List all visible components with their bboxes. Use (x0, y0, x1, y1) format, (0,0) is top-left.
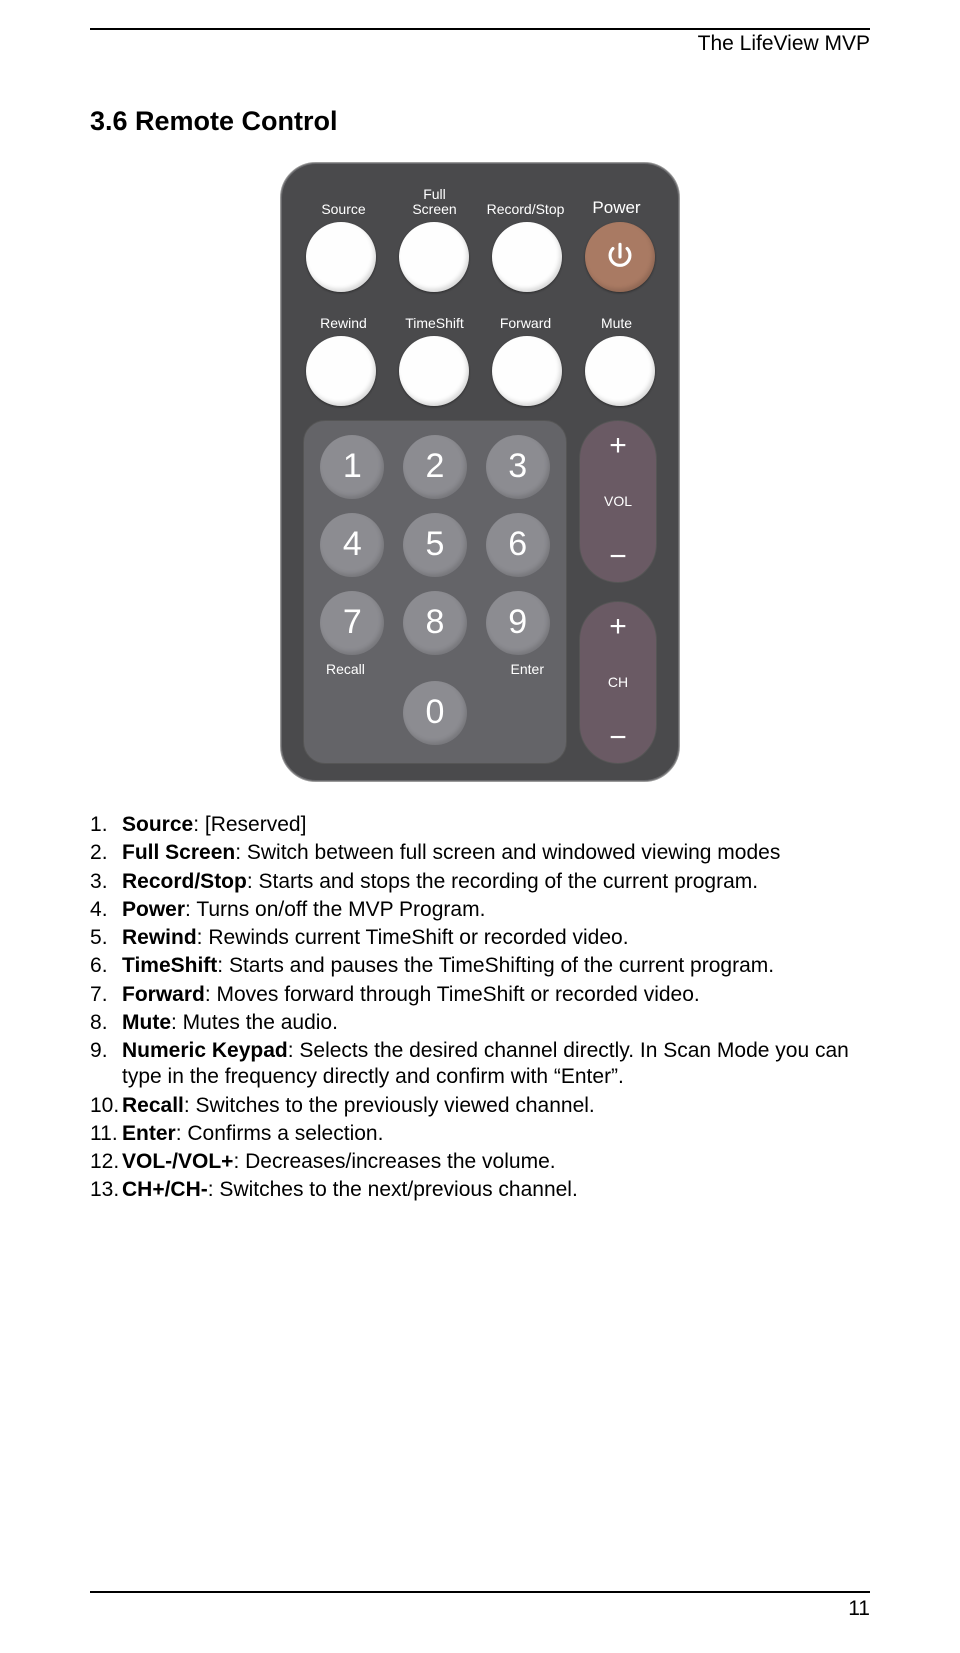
fullscreen-button[interactable] (399, 222, 469, 292)
vol-minus-button[interactable]: − (609, 542, 627, 572)
recall-label: Recall (326, 661, 365, 677)
remote-figure: Source Full Screen Record/Stop Power Rew (90, 162, 870, 782)
num-7[interactable]: 7 (320, 591, 384, 655)
num-4[interactable]: 4 (320, 513, 384, 577)
label-forward: Forward (485, 302, 566, 332)
page-number: 11 (90, 1597, 870, 1621)
label-mute: Mute (576, 302, 657, 332)
num-6[interactable]: 6 (486, 513, 550, 577)
description-list: Source: [Reserved] Full Screen: Switch b… (90, 812, 870, 1204)
timeshift-button[interactable] (399, 336, 469, 406)
header-title: The LifeView MVP (90, 32, 870, 56)
ch-pill: + CH − (579, 601, 657, 764)
rewind-button[interactable] (306, 336, 376, 406)
power-button[interactable] (585, 222, 655, 292)
list-item: VOL-/VOL+: Decreases/increases the volum… (122, 1149, 870, 1175)
list-item: Forward: Moves forward through TimeShift… (122, 982, 870, 1008)
page: The LifeView MVP 3.6 Remote Control Sour… (0, 0, 960, 1653)
num-grid: 1 2 3 4 5 6 7 8 9 (318, 435, 552, 655)
header-rule (90, 28, 870, 30)
mute-button[interactable] (585, 336, 655, 406)
list-item: Power: Turns on/off the MVP Program. (122, 897, 870, 923)
vol-plus-button[interactable]: + (609, 431, 627, 461)
list-item: Mute: Mutes the audio. (122, 1010, 870, 1036)
num-8[interactable]: 8 (403, 591, 467, 655)
vol-label: VOL (604, 493, 632, 509)
row2-buttons (303, 336, 657, 406)
list-item: Enter: Confirms a selection. (122, 1121, 870, 1147)
num-3[interactable]: 3 (486, 435, 550, 499)
keypad-area: 1 2 3 4 5 6 7 8 9 Recall Enter (303, 420, 657, 764)
footer-rule (90, 1591, 870, 1593)
forward-button[interactable] (492, 336, 562, 406)
ch-plus-button[interactable]: + (609, 612, 627, 642)
num-label-row: Recall Enter (318, 661, 552, 677)
section-heading: 3.6 Remote Control (90, 106, 870, 137)
ch-minus-button[interactable]: − (609, 723, 627, 753)
source-button[interactable] (306, 222, 376, 292)
list-item: Source: [Reserved] (122, 812, 870, 838)
label-fullscreen: Full Screen (394, 187, 475, 218)
list-item: TimeShift: Starts and pauses the TimeShi… (122, 953, 870, 979)
label-timeshift: TimeShift (394, 302, 475, 332)
num-bottom: 0 (318, 681, 552, 745)
num-9[interactable]: 9 (486, 591, 550, 655)
label-power: Power (576, 187, 657, 218)
footer: 11 (90, 1591, 870, 1621)
vol-pill: + VOL − (579, 420, 657, 583)
num-0[interactable]: 0 (403, 681, 467, 745)
num-1[interactable]: 1 (320, 435, 384, 499)
list-item: Record/Stop: Starts and stops the record… (122, 869, 870, 895)
side-column: + VOL − + CH − (579, 420, 657, 764)
list-item: Recall: Switches to the previously viewe… (122, 1093, 870, 1119)
list-item: Rewind: Rewinds current TimeShift or rec… (122, 925, 870, 951)
power-icon (603, 240, 637, 274)
remote-body: Source Full Screen Record/Stop Power Rew (280, 162, 680, 782)
list-item: CH+/CH-: Switches to the next/previous c… (122, 1177, 870, 1203)
list-item: Full Screen: Switch between full screen … (122, 840, 870, 866)
row1-buttons (303, 222, 657, 292)
recordstop-button[interactable] (492, 222, 562, 292)
label-recordstop: Record/Stop (485, 187, 566, 218)
num-5[interactable]: 5 (403, 513, 467, 577)
list-item: Numeric Keypad: Selects the desired chan… (122, 1038, 870, 1091)
numeric-panel: 1 2 3 4 5 6 7 8 9 Recall Enter (303, 420, 567, 764)
row1-labels: Source Full Screen Record/Stop Power (303, 187, 657, 218)
ch-label: CH (608, 674, 628, 690)
label-source: Source (303, 187, 384, 218)
row2-labels: Rewind TimeShift Forward Mute (303, 302, 657, 332)
num-2[interactable]: 2 (403, 435, 467, 499)
label-rewind: Rewind (303, 302, 384, 332)
enter-label: Enter (511, 661, 544, 677)
